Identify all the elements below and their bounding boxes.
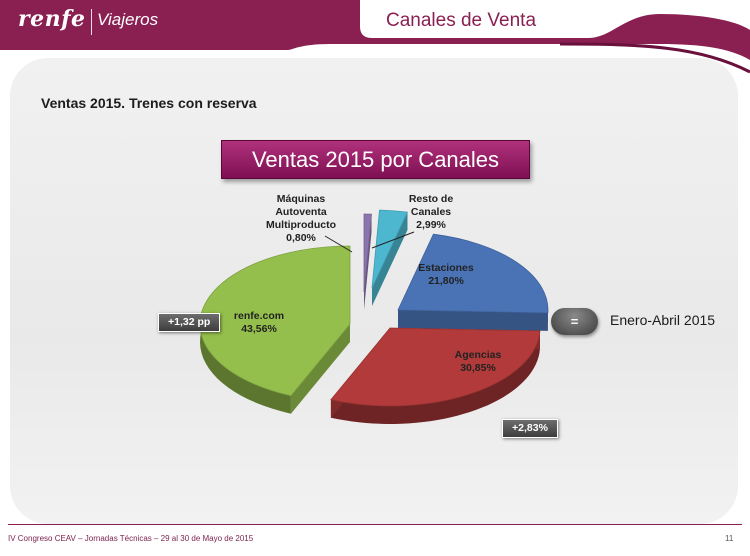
slice-label-renfe-com: renfe.com 43,56% <box>219 310 299 336</box>
pie-slice-maquinas <box>363 213 372 310</box>
slice-label-resto: Resto de Canales 2,99% <box>396 193 466 232</box>
slice-label-maquinas: Máquinas Autoventa Multiproducto 0,80% <box>253 193 349 245</box>
chart-title: Ventas 2015 por Canales <box>221 140 530 179</box>
slice-label-line: 21,80% <box>428 275 464 287</box>
slice-label-line: 0,80% <box>286 232 316 244</box>
pie-slice-resto <box>371 209 408 306</box>
pie-slice-cut-estaciones <box>398 310 548 331</box>
slice-label-line: Resto de <box>408 193 454 205</box>
pie-slice-cut-renfe-com <box>290 324 350 414</box>
footer-text: IV Congreso CEAV – Jornadas Técnicas – 2… <box>8 534 254 543</box>
pie-slice-side-agencias <box>330 330 540 424</box>
banner-title-tab <box>360 0 750 38</box>
pie-slice-estaciones <box>397 233 549 331</box>
slice-label-line: 43,56% <box>241 323 277 335</box>
slice-label-line: Estaciones <box>418 262 474 274</box>
pie-slice-top-estaciones <box>397 233 549 314</box>
pie-slice-agencias <box>330 327 541 424</box>
pie-slice-cut-resto <box>372 212 408 306</box>
section-title: Canales de Venta <box>386 10 537 31</box>
slice-label-line: 2,99% <box>416 219 446 231</box>
pie-slice-top-maquinas <box>363 213 372 293</box>
slice-label-line: Agencias <box>454 349 502 361</box>
banner-sweep-line <box>559 42 750 74</box>
page-number: 11 <box>725 534 734 543</box>
leader-line-maquinas <box>324 235 353 253</box>
slice-label-estaciones: Estaciones 21,80% <box>408 262 484 288</box>
logo-divider <box>91 9 92 35</box>
viajeros-logo-text: Viajeros <box>97 10 159 29</box>
slice-label-agencias: Agencias 30,85% <box>428 349 528 375</box>
pie-slice-renfe-com <box>199 245 351 414</box>
period-note: Enero-Abril 2015 <box>610 312 716 328</box>
slice-label-line: 30,85% <box>460 362 496 374</box>
renfe-com-change-badge: +1,32 pp <box>158 313 221 332</box>
estaciones-change-badge: = <box>551 308 598 335</box>
pie-slice-cut-maquinas <box>364 214 372 310</box>
page-subtitle: Ventas 2015. Trenes con reserva <box>41 95 257 111</box>
pie-slice-top-resto <box>371 209 408 289</box>
slice-label-line: Máquinas <box>276 193 326 205</box>
slice-label-line: Canales <box>410 206 452 218</box>
slice-label-line: Autoventa <box>275 206 327 218</box>
header-banner <box>0 0 750 74</box>
renfe-logo: renfe <box>18 6 86 32</box>
pie-slice-top-renfe-com <box>199 245 351 397</box>
slice-label-line: renfe.com <box>233 310 285 322</box>
pie-slice-top-agencias <box>330 327 541 407</box>
slice-label-line: Multiproducto <box>266 219 336 231</box>
footer-divider <box>8 524 742 525</box>
agencias-change-badge: +2,83% <box>502 419 558 438</box>
leader-line-resto <box>371 231 415 249</box>
